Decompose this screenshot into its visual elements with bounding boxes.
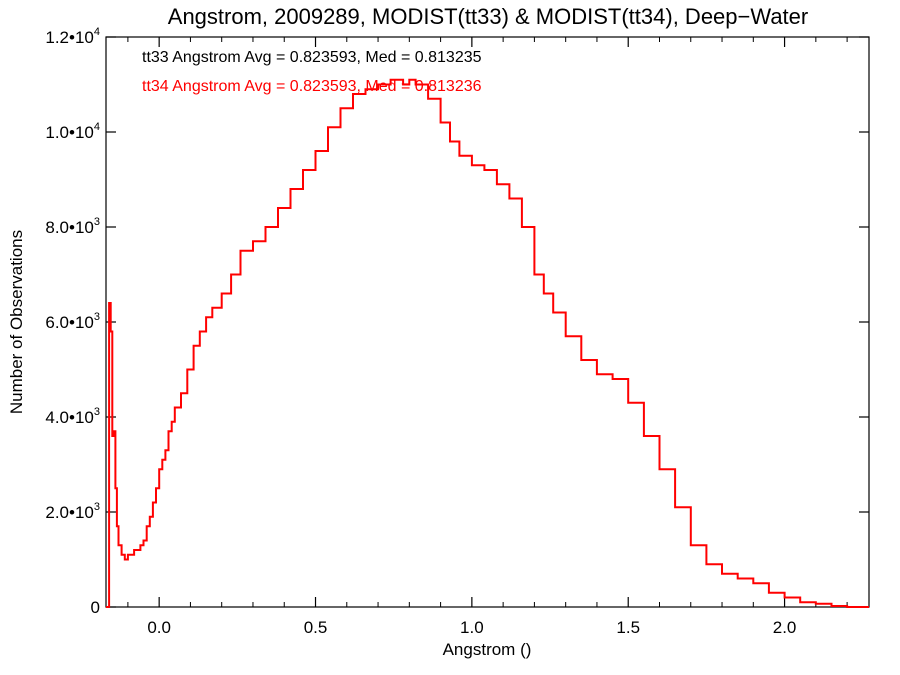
chart-title: Angstrom, 2009289, MODIST(tt33) & MODIST…	[168, 4, 808, 29]
y-axis-ticks: 02.0•1034.0•1036.0•1038.0•1031.0•1041.2•…	[45, 26, 869, 617]
y-tick-mantissa: 2.0•10	[45, 503, 94, 522]
y-tick-label: 0	[91, 598, 100, 617]
y-tick-exponent: 4	[94, 26, 100, 38]
y-tick-exponent: 3	[94, 501, 100, 513]
plot-frame	[105, 36, 870, 608]
series-layer	[106, 78, 869, 608]
histogram-series-line	[106, 78, 869, 608]
y-tick-mantissa: 8.0•10	[45, 218, 94, 237]
y-tick-exponent: 3	[94, 406, 100, 418]
y-tick-label: 6.0•103	[45, 311, 100, 332]
x-tick-label: 2.0	[773, 618, 797, 637]
x-tick-label: 1.5	[616, 618, 640, 637]
y-tick-label: 1.2•104	[45, 26, 100, 47]
y-tick-mantissa: 6.0•10	[45, 313, 94, 332]
y-tick-label: 2.0•103	[45, 501, 100, 522]
x-axis-label: Angstrom ()	[443, 640, 532, 659]
y-tick-mantissa: 1.0•10	[45, 123, 94, 142]
x-axis-ticks: 0.0 0.5 1.0 1.5 2.0	[127, 37, 848, 637]
annotation-layer: tt33 Angstrom Avg = 0.823593, Med = 0.81…	[142, 49, 482, 95]
y-tick-label: 4.0•103	[45, 406, 100, 427]
y-tick-exponent: 3	[94, 216, 100, 228]
y-tick-label: 1.0•104	[45, 121, 100, 142]
x-tick-label: 0.0	[147, 618, 171, 637]
y-tick-exponent: 4	[94, 121, 100, 133]
y-tick-label: 8.0•103	[45, 216, 100, 237]
y-tick-mantissa: 4.0•10	[45, 408, 94, 427]
y-tick-mantissa: 1.2•10	[45, 28, 94, 47]
x-tick-label: 0.5	[304, 618, 328, 637]
y-tick-exponent: 3	[94, 311, 100, 323]
stats-annotation: tt33 Angstrom Avg = 0.823593, Med = 0.81…	[142, 49, 482, 66]
y-axis-label: Number of Observations	[7, 230, 26, 414]
stats-annotation: tt34 Angstrom Avg = 0.823593, Med = 0.81…	[142, 78, 482, 95]
y-tick-mantissa: 0	[91, 598, 100, 617]
x-tick-label: 1.0	[460, 618, 484, 637]
